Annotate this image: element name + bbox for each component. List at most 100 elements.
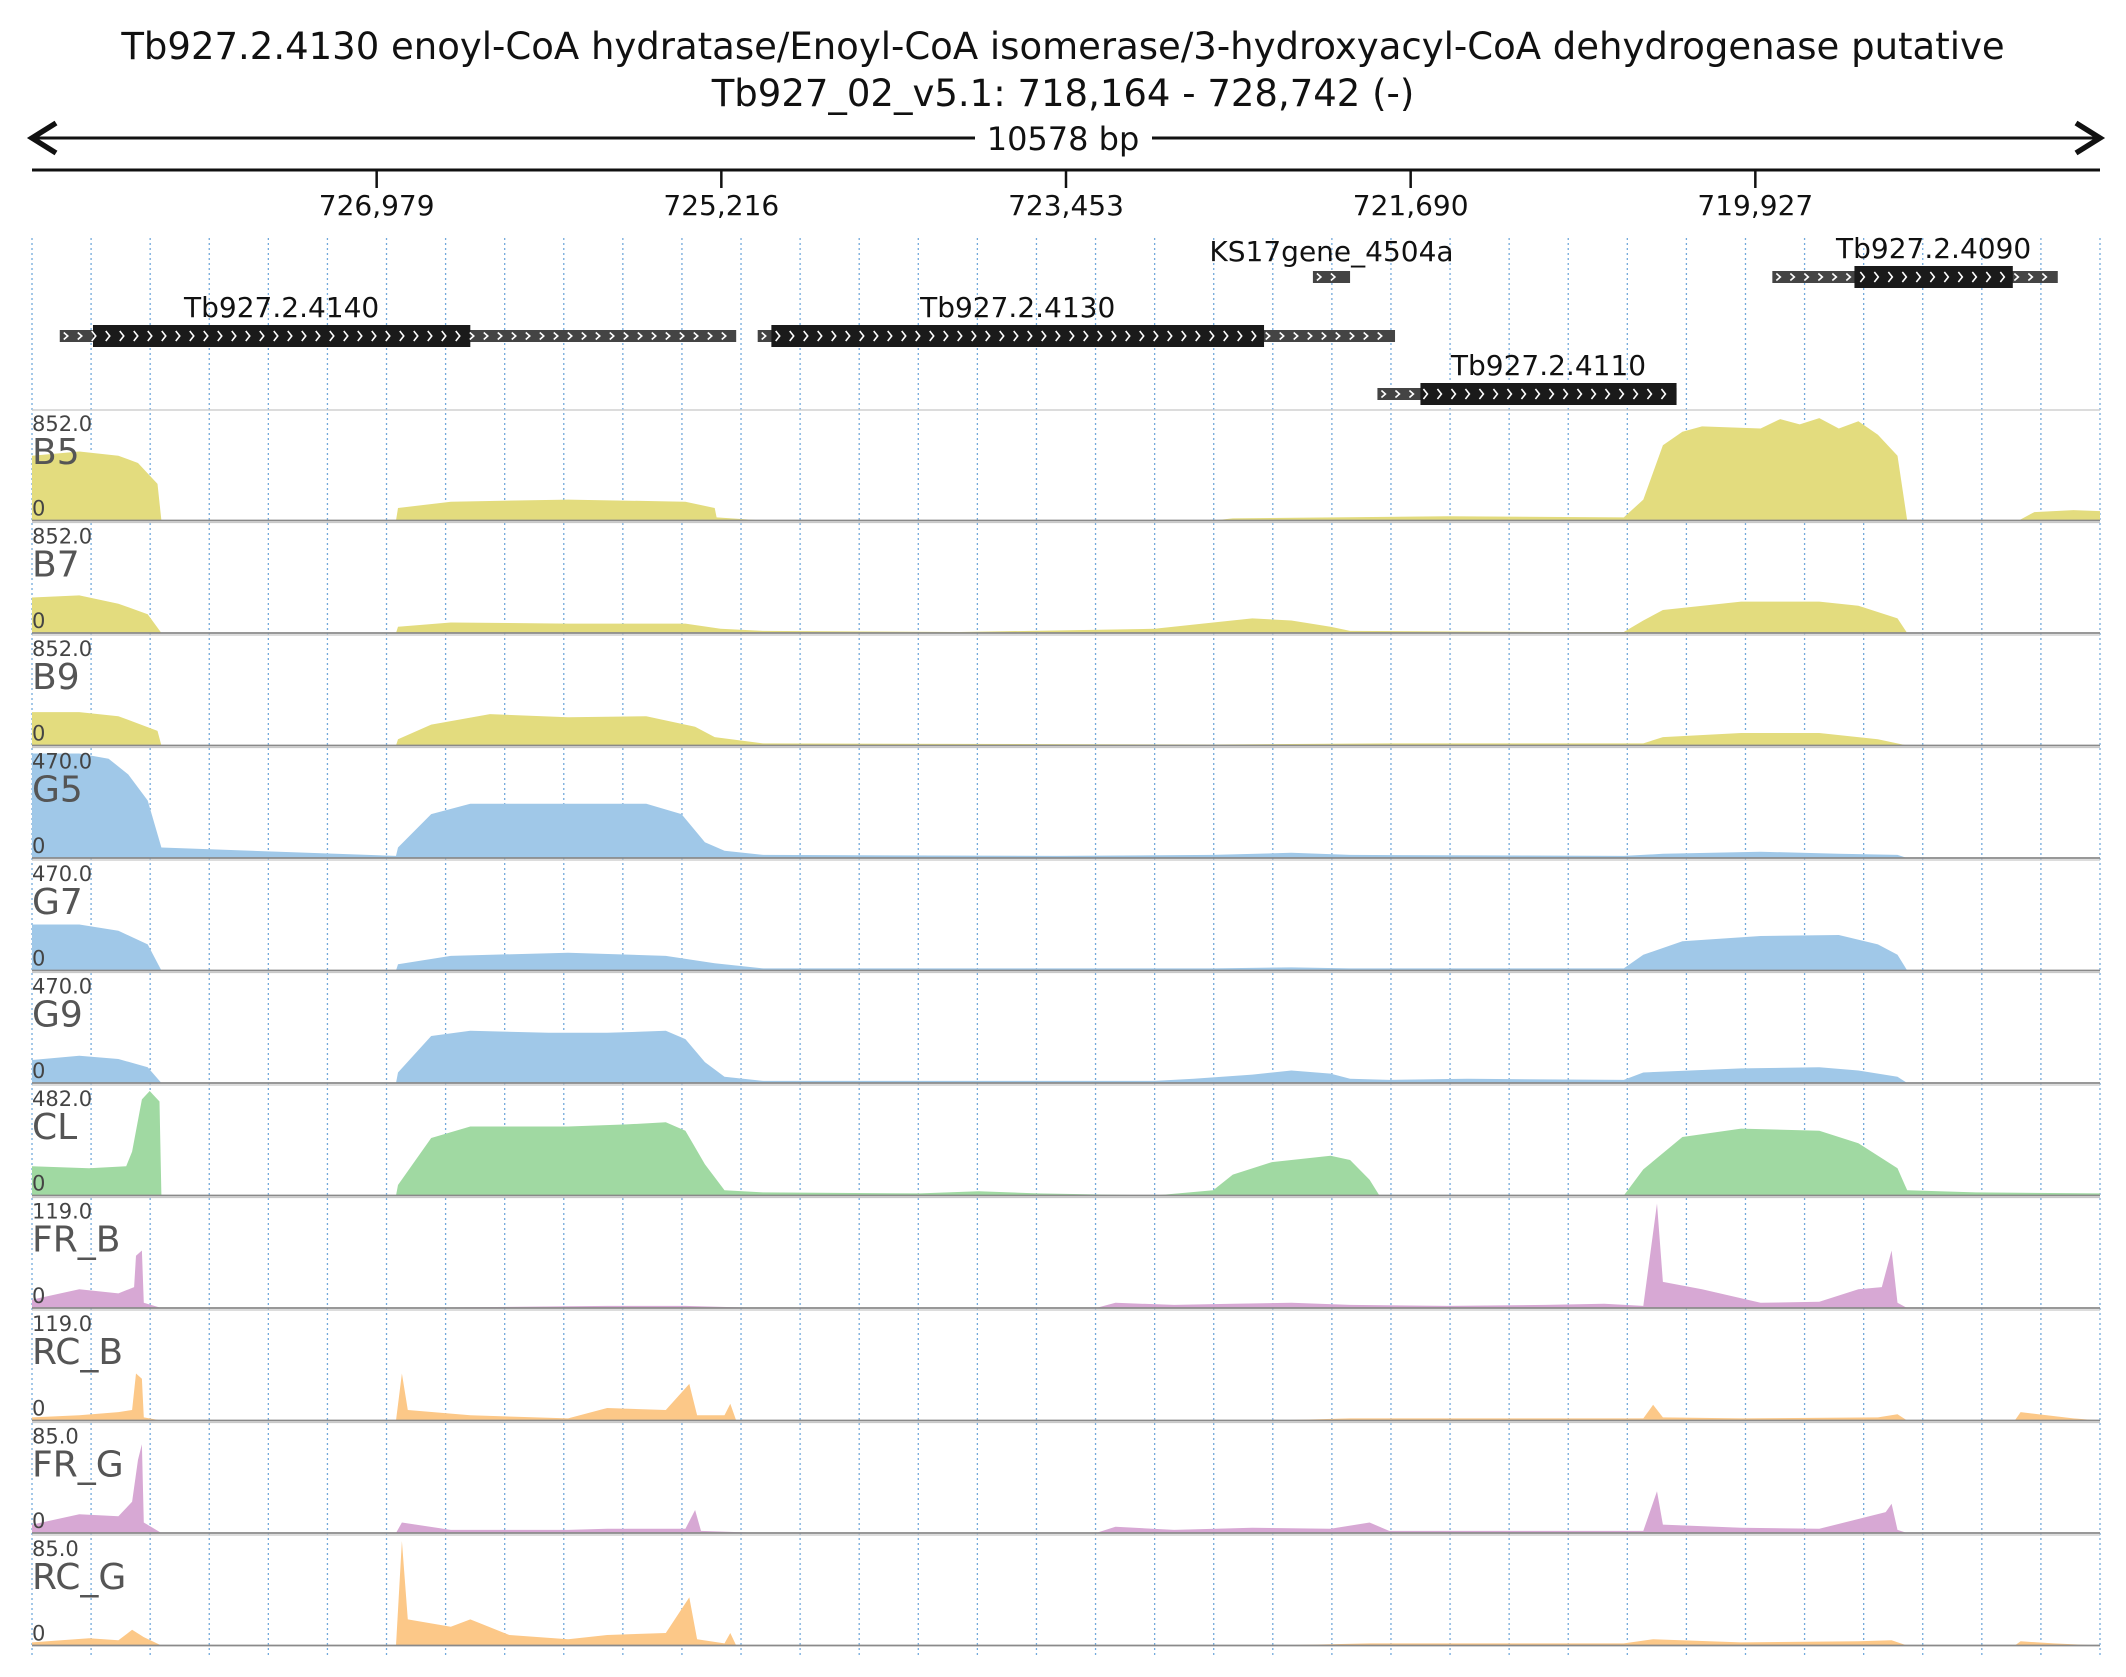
- strand-chevron: [189, 330, 195, 342]
- coverage-area: [32, 418, 2100, 521]
- strand-chevron: [441, 330, 447, 342]
- strand-chevron: [1041, 330, 1047, 342]
- track-max-label: 85.0: [32, 1537, 79, 1561]
- ruler-tick-label: 719,927: [1697, 189, 1813, 222]
- strand-chevron: [2027, 272, 2034, 282]
- strand-chevron: [637, 331, 643, 341]
- coverage-area: [32, 1541, 2100, 1646]
- strand-chevron: [2041, 272, 2048, 282]
- track-fr-g: 85.0FR_G 0: [32, 1421, 2100, 1534]
- strand-chevron: [817, 330, 823, 342]
- strand-chevron: [901, 330, 907, 342]
- track-b5: 852.0B5 0: [32, 409, 2100, 522]
- strand-chevron: [831, 330, 837, 342]
- gene-track[interactable]: Tb927.2.4140 Tb927.2.4130 KS17gene_4504a Tb…: [59, 232, 2058, 405]
- strand-chevron: [231, 330, 237, 342]
- strand-chevron: [1237, 330, 1243, 342]
- strand-chevron: [1999, 271, 2006, 283]
- strand-chevron: [357, 330, 363, 342]
- gene-KS17gene_4504a[interactable]: KS17gene_4504a: [1209, 235, 1454, 283]
- track-name-label: G9: [32, 995, 83, 1036]
- strand-chevron: [803, 330, 809, 342]
- track-name-label: G7: [32, 882, 83, 923]
- strand-chevron: [1943, 271, 1950, 283]
- track-min-label: 0: [32, 1284, 45, 1308]
- track-min-label: 0: [32, 1059, 45, 1083]
- strand-chevron: [1195, 330, 1201, 342]
- strand-chevron: [1363, 331, 1369, 341]
- strand-chevron: [1646, 388, 1653, 400]
- strand-chevron: [497, 331, 503, 341]
- strand-chevron: [1464, 388, 1471, 400]
- strand-chevron: [1097, 330, 1103, 342]
- strand-chevron: [1590, 388, 1597, 400]
- track-max-label: 470.0: [32, 750, 92, 774]
- strand-chevron: [1971, 271, 1978, 283]
- coverage-area: [32, 1444, 2100, 1533]
- strand-chevron: [553, 331, 559, 341]
- strand-chevron: [985, 330, 991, 342]
- track-min-label: 0: [32, 1397, 45, 1421]
- strand-chevron: [133, 330, 139, 342]
- strand-chevron: [1775, 272, 1782, 282]
- gene-Tb927.2.4110[interactable]: Tb927.2.4110: [1377, 349, 1677, 405]
- strand-chevron: [1957, 271, 1964, 283]
- ruler-tick-label: 723,453: [1008, 189, 1124, 222]
- strand-chevron: [999, 330, 1005, 342]
- strand-chevron: [761, 331, 767, 341]
- strand-chevron: [1985, 271, 1992, 283]
- strand-chevron: [63, 331, 69, 341]
- strand-chevron: [1013, 330, 1019, 342]
- gene-cds: [92, 325, 471, 347]
- strand-chevron: [413, 330, 419, 342]
- strand-chevron: [623, 331, 629, 341]
- track-b9: 852.0B9 0: [32, 634, 2100, 747]
- strand-chevron: [1576, 388, 1583, 400]
- region-label: Tb927_02_v5.1: 718,164 - 728,742 (-): [711, 72, 1415, 115]
- strand-chevron: [1929, 271, 1936, 283]
- strand-chevron: [1307, 331, 1313, 341]
- gene-Tb927.2.4130[interactable]: Tb927.2.4130: [757, 291, 1396, 347]
- strand-chevron: [119, 330, 125, 342]
- ruler-tick-label: 725,216: [663, 189, 779, 222]
- strand-chevron: [1153, 330, 1159, 342]
- coverage-area: [32, 712, 2100, 746]
- strand-chevron: [77, 331, 83, 341]
- track-min-label: 0: [32, 1622, 45, 1646]
- track-min-label: 0: [32, 1172, 45, 1196]
- strand-chevron: [1604, 388, 1611, 400]
- strand-chevron: [539, 331, 545, 341]
- gene-Tb927.2.4140[interactable]: Tb927.2.4140: [59, 291, 737, 347]
- gene-label: Tb927.2.4090: [1835, 232, 2031, 265]
- track-max-label: 119.0: [32, 1200, 92, 1224]
- strand-chevron: [511, 331, 517, 341]
- strand-chevron: [1422, 388, 1429, 400]
- strand-chevron: [1316, 272, 1323, 282]
- track-b7: 852.0B7 0: [32, 521, 2100, 634]
- strand-chevron: [679, 331, 685, 341]
- strand-chevron: [887, 330, 893, 342]
- track-min-label: 0: [32, 609, 45, 633]
- strand-chevron: [1845, 272, 1852, 282]
- strand-chevron: [147, 330, 153, 342]
- track-g5: 470.0G5 0: [32, 746, 2100, 859]
- strand-chevron: [1789, 272, 1796, 282]
- track-rc-g: 85.0RC_G 0: [32, 1534, 2100, 1647]
- gene-Tb927.2.4090[interactable]: Tb927.2.4090: [1772, 232, 2058, 288]
- track-g7: 470.0G7 0: [32, 859, 2100, 972]
- strand-chevron: [2013, 272, 2020, 282]
- chart-title: Tb927.2.4130 enoyl-CoA hydratase/Enoyl-C…: [121, 25, 2005, 68]
- strand-chevron: [1831, 272, 1838, 282]
- strand-chevron: [371, 330, 377, 342]
- strand-chevron: [1436, 388, 1443, 400]
- strand-chevron: [329, 330, 335, 342]
- strand-chevron: [915, 330, 921, 342]
- strand-chevron: [343, 330, 349, 342]
- strand-chevron: [929, 330, 935, 342]
- strand-chevron: [721, 331, 727, 341]
- strand-chevron: [845, 330, 851, 342]
- strand-chevron: [1534, 388, 1541, 400]
- strand-chevron: [1293, 331, 1299, 341]
- strand-chevron: [1803, 272, 1810, 282]
